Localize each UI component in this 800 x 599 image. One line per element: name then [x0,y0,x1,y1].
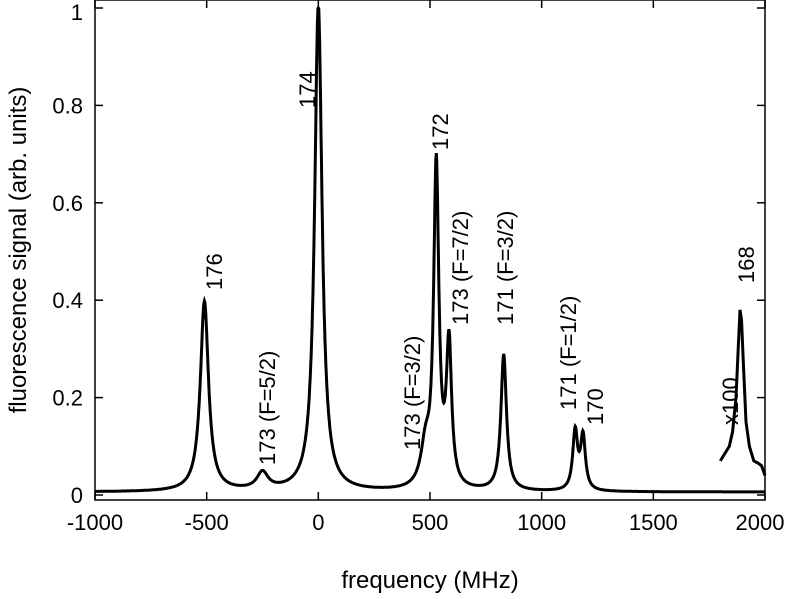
x-tick-label: 2000 [736,510,785,535]
peak-label: 173 (F=3/2) [400,336,425,450]
x-tick-label: -500 [185,510,229,535]
axis-ticks [94,0,766,500]
plot-frame [94,0,766,501]
y-tick-label: 0.4 [52,288,83,313]
y-axis-label: fluorescence signal (arb. units) [5,87,32,414]
peak-label: 173 (F=7/2) [448,211,473,325]
peak-label: 176 [202,253,227,290]
y-tick-label: 0.8 [52,93,83,118]
peak-label: 173 (F=5/2) [255,351,280,465]
spectrum-line [95,4,765,494]
tick-labels: -1000 -500 0 500 1000 1500 2000 0 0.2 0.4 0.6 0.8 1 [52,0,784,535]
peak-label: 171 (F=1/2) [556,296,581,410]
peak-label: 172 [428,113,453,150]
x100-inset-line [719,309,767,476]
x-tick-label: 0 [312,510,324,535]
peak-label: x100 [718,377,743,425]
y-tick-label: 0 [71,483,83,508]
y-tick-label: 1 [71,0,83,25]
peak-label: 168 [734,246,759,283]
x-tick-label: -1000 [67,510,123,535]
peak-labels: 176 173 (F=5/2) 174 173 (F=3/2) 172 173 (F=7/… [202,71,759,465]
peak-label: 174 [295,71,320,108]
x-axis-label: frequency (MHz) [341,567,518,594]
x-tick-label: 500 [412,510,449,535]
y-tick-label: 0.2 [52,386,83,411]
x-tick-label: 1500 [629,510,678,535]
y-tick-label: 0.6 [52,191,83,216]
x-tick-label: 1000 [517,510,566,535]
peak-label: 171 (F=3/2) [493,211,518,325]
peak-label: 170 [583,388,608,425]
